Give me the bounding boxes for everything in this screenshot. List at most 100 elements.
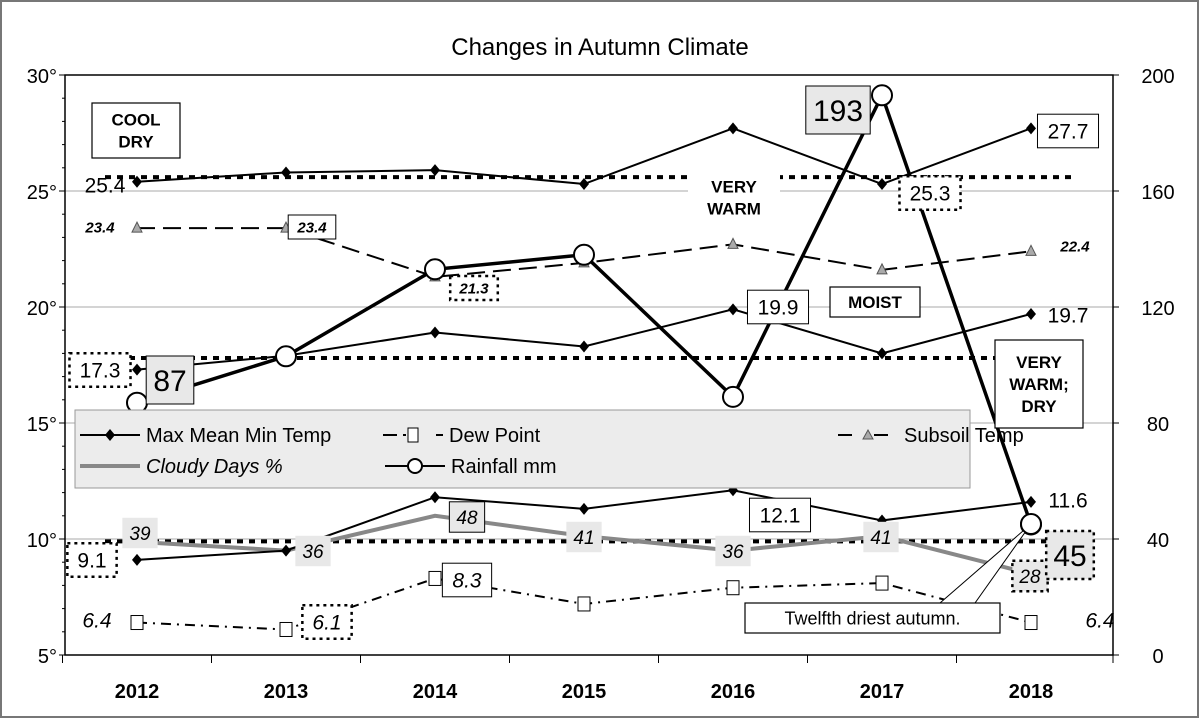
annotation-text: COOL (111, 111, 160, 130)
diamond-marker (430, 491, 440, 504)
diamond-marker (877, 347, 887, 360)
data-label: 27.7 (1048, 121, 1089, 144)
x-tick-label: 2018 (1009, 681, 1054, 703)
data-label: 12.1 (760, 505, 801, 528)
data-label-box (287, 214, 337, 240)
circle-icon (407, 458, 423, 474)
y-left-tick-label: 30° (27, 66, 57, 88)
x-tick-label: 2014 (413, 681, 458, 703)
data-label: 9.1 (77, 550, 106, 573)
square-marker (1024, 615, 1038, 631)
data-label: 8.3 (452, 570, 482, 593)
legend: Max Mean Min Temp Dew Point Subsoil Temp Cl… (74, 409, 1024, 489)
circle-marker (871, 84, 893, 107)
data-label: 36 (722, 542, 744, 563)
diamond-marker (132, 363, 142, 376)
diamond-marker (579, 340, 589, 353)
y-right-tick-label: 0 (1152, 646, 1163, 668)
square-marker (577, 596, 591, 612)
legend-item: Rainfall mm (385, 456, 557, 478)
diamond-marker (281, 544, 291, 557)
diamond-marker (430, 164, 440, 177)
annotation-text: VERY (1016, 353, 1062, 372)
data-label: 193 (813, 95, 863, 128)
circle-marker (424, 258, 446, 281)
legend-item: Max Mean Min Temp (80, 425, 331, 447)
annotation-text: WARM; (1009, 375, 1068, 394)
data-label-box (715, 535, 751, 567)
data-label: 36 (302, 542, 324, 563)
data-label: 23.4 (296, 219, 327, 236)
diamond-marker (1026, 495, 1036, 508)
square-marker (428, 570, 442, 586)
data-label-box (863, 521, 899, 553)
triangle-marker (876, 262, 888, 275)
annotation-box (744, 602, 1001, 634)
y-right-tick-label: 80 (1147, 414, 1169, 436)
data-label-box (1036, 113, 1100, 149)
annotation-text: DRY (1021, 397, 1057, 416)
square-marker (875, 575, 889, 591)
y-right-tick-label: 200 (1141, 66, 1174, 88)
triangle-marker (131, 221, 143, 233)
y-left-tick-label: 20° (27, 298, 57, 320)
data-label: 39 (129, 524, 151, 545)
square-icon (407, 427, 419, 443)
diamond-marker (728, 303, 738, 316)
diamond-marker (579, 502, 589, 515)
data-label: 28 (1018, 567, 1041, 588)
data-label-box (295, 535, 331, 567)
y-left-tick-label: 10° (27, 530, 57, 552)
data-label: 6.4 (82, 610, 111, 633)
circle-marker (275, 345, 297, 368)
x-tick-label: 2013 (264, 681, 309, 703)
data-label-box (898, 174, 962, 212)
data-label: 25.4 (85, 175, 126, 198)
data-label: 22.4 (1059, 238, 1090, 255)
data-label: 41 (573, 528, 594, 549)
x-tick-label: 2012 (115, 681, 160, 703)
data-label: 23.4 (84, 219, 115, 236)
diamond-marker (430, 326, 440, 339)
triangle-icon (862, 428, 874, 440)
data-label: 87 (153, 365, 186, 398)
data-label-box (746, 289, 810, 325)
diamond-marker (877, 178, 887, 191)
circle-marker (573, 243, 595, 266)
legend-label: Max Mean Min Temp (146, 425, 331, 447)
annotation-text: VERY (711, 178, 757, 197)
data-label: 17.3 (80, 360, 121, 383)
y-left-tick-label: 25° (27, 182, 57, 204)
data-label-box (145, 355, 195, 405)
annotation-text: Twelfth driest autumn. (784, 608, 960, 628)
plot-area (64, 74, 1114, 656)
diamond-marker (281, 166, 291, 179)
data-label-box (566, 521, 602, 553)
circle-marker (722, 385, 744, 408)
y-left-tick-label: 5° (38, 646, 57, 668)
x-tick-label: 2015 (562, 681, 607, 703)
legend-item: Cloudy Days % (80, 456, 283, 478)
circle-marker (1020, 513, 1042, 535)
data-label: 25.3 (910, 183, 951, 206)
diamond-marker (132, 175, 142, 188)
triangle-marker (1025, 244, 1037, 256)
annotation-box (91, 102, 181, 159)
data-label: 6.4 (1085, 610, 1114, 633)
data-label-box (748, 497, 812, 533)
data-label: 19.7 (1048, 305, 1089, 328)
x-tick-label: 2017 (860, 681, 905, 703)
data-label-box (122, 517, 158, 549)
annotation-box (688, 170, 780, 225)
data-label-box (448, 274, 500, 302)
data-label-box (448, 501, 486, 533)
square-marker (726, 580, 740, 596)
chart-title: Changes in Autumn Climate (451, 34, 749, 61)
diamond-icon (105, 429, 115, 441)
legend-item: Dew Point (383, 425, 541, 447)
y-right-tick-label: 120 (1141, 298, 1174, 320)
diamond-marker (132, 553, 142, 566)
legend-item: Subsoil Temp (838, 425, 1024, 447)
data-label-box (68, 351, 132, 389)
